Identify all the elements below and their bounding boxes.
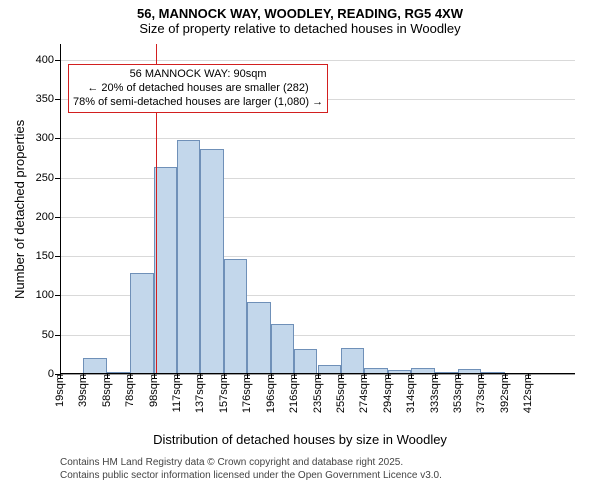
x-tick-label: 274sqm — [358, 374, 370, 421]
histogram-bar — [294, 349, 317, 374]
x-tick-label: 373sqm — [475, 374, 487, 421]
histogram-bar — [271, 324, 294, 374]
attribution-line-1: Contains HM Land Registry data © Crown c… — [60, 456, 442, 469]
attribution-line-2: Contains public sector information licen… — [60, 469, 442, 482]
chart-plot-area: 05010015020025030035040019sqm39sqm58sqm7… — [60, 44, 575, 374]
x-tick-label: 412sqm — [522, 374, 534, 421]
histogram-bar — [177, 140, 200, 374]
x-tick-label: 333sqm — [429, 374, 441, 421]
histogram-bar — [154, 167, 177, 374]
x-tick-label: 314sqm — [405, 374, 417, 421]
x-tick-label: 196sqm — [265, 374, 277, 421]
x-tick-label: 98sqm — [148, 374, 160, 415]
marker-annotation: 56 MANNOCK WAY: 90sqm← 20% of detached h… — [68, 64, 328, 113]
x-tick-label: 78sqm — [124, 374, 136, 415]
x-tick-label: 392sqm — [499, 374, 511, 421]
gridline — [60, 138, 575, 139]
chart-title-sub: Size of property relative to detached ho… — [0, 21, 600, 36]
x-tick-label: 137sqm — [194, 374, 206, 421]
gridline — [60, 178, 575, 179]
y-axis-line — [60, 44, 61, 374]
x-axis-title: Distribution of detached houses by size … — [0, 432, 600, 447]
x-tick-label: 176sqm — [241, 374, 253, 421]
chart-header: 56, MANNOCK WAY, WOODLEY, READING, RG5 4… — [0, 0, 600, 36]
chart-title-address: 56, MANNOCK WAY, WOODLEY, READING, RG5 4… — [0, 6, 600, 21]
annotation-line3: 78% of semi-detached houses are larger (… — [73, 95, 323, 109]
gridline — [60, 217, 575, 218]
x-tick-label: 235sqm — [312, 374, 324, 421]
histogram-bar — [200, 149, 223, 374]
x-tick-label: 19sqm — [54, 374, 66, 415]
x-axis-line — [60, 373, 575, 374]
annotation-line2: ← 20% of detached houses are smaller (28… — [73, 81, 323, 95]
x-tick-label: 58sqm — [101, 374, 113, 415]
histogram-bar — [130, 273, 153, 374]
gridline — [60, 60, 575, 61]
histogram-bar — [224, 259, 247, 374]
x-tick-label: 157sqm — [218, 374, 230, 421]
histogram-bar — [341, 348, 364, 374]
x-tick-label: 39sqm — [77, 374, 89, 415]
gridline — [60, 256, 575, 257]
chart-attribution: Contains HM Land Registry data © Crown c… — [60, 456, 442, 482]
x-tick-label: 117sqm — [171, 374, 183, 420]
x-tick-label: 216sqm — [288, 374, 300, 421]
annotation-line1: 56 MANNOCK WAY: 90sqm — [73, 67, 323, 81]
x-tick-label: 353sqm — [452, 374, 464, 421]
x-tick-label: 294sqm — [382, 374, 394, 421]
histogram-bar — [83, 358, 106, 374]
histogram-bar — [247, 302, 270, 374]
y-axis-title: Number of detached properties — [12, 109, 27, 309]
x-tick-label: 255sqm — [335, 374, 347, 421]
